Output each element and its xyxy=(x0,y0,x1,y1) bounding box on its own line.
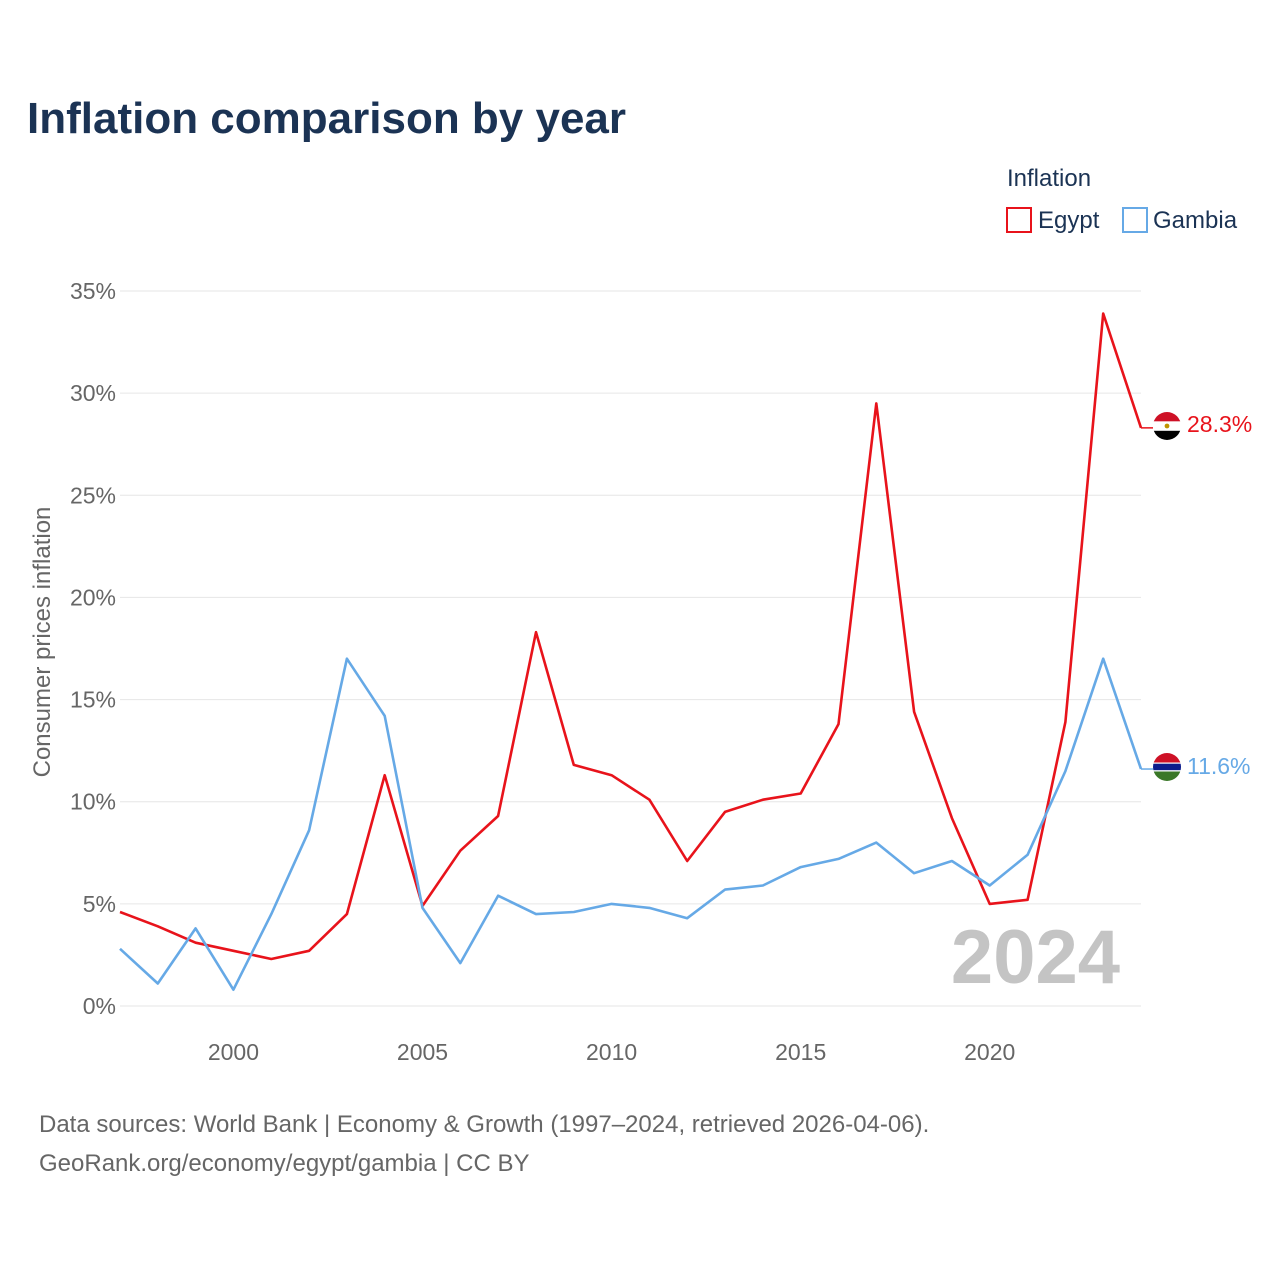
end-markers xyxy=(1141,427,1153,770)
x-axis-ticks: 2000 2005 2010 2015 2020 xyxy=(208,1039,1015,1065)
legend-label-egypt: Egypt xyxy=(1038,207,1100,234)
y-tick-label: 20% xyxy=(70,584,116,610)
series-line-gambia xyxy=(119,657,1143,992)
legend: Inflation Egypt Gambia xyxy=(1006,165,1238,234)
end-label-egypt: 28.3% xyxy=(1187,411,1252,437)
legend-label-gambia: Gambia xyxy=(1153,207,1238,234)
x-tick-label: 2010 xyxy=(586,1039,637,1065)
y-tick-label: 35% xyxy=(70,278,116,304)
y-tick-label: 30% xyxy=(70,380,116,406)
y-tick-label: 25% xyxy=(70,482,116,508)
y-axis-ticks: 0% 5% 10% 15% 20% 25% 30% 35% xyxy=(70,278,116,1019)
y-tick-label: 10% xyxy=(70,789,116,815)
y-tick-label: 0% xyxy=(83,993,116,1019)
x-tick-label: 2000 xyxy=(208,1039,259,1065)
legend-swatch-gambia xyxy=(1122,207,1148,233)
legend-swatch-egypt xyxy=(1006,207,1032,233)
egypt-flag-icon xyxy=(1153,412,1181,440)
y-tick-label: 5% xyxy=(83,891,116,917)
end-label-gambia: 11.6% xyxy=(1187,753,1251,779)
x-tick-label: 2005 xyxy=(397,1039,448,1065)
series-line-egypt xyxy=(119,312,1143,961)
legend-title: Inflation xyxy=(1007,165,1091,192)
source-line-2: GeoRank.org/economy/egypt/gambia | CC BY xyxy=(39,1150,529,1177)
chart-title: Inflation comparison by year xyxy=(27,94,626,143)
x-tick-label: 2015 xyxy=(775,1039,826,1065)
gridlines xyxy=(120,290,1141,1007)
source-line-1: Data sources: World Bank | Economy & Gro… xyxy=(39,1111,929,1138)
y-axis-label: Consumer prices inflation xyxy=(29,507,56,778)
series-lines xyxy=(119,312,1143,992)
current-year-label: 2024 xyxy=(951,915,1120,1000)
x-tick-label: 2020 xyxy=(964,1039,1015,1065)
gambia-flag-icon xyxy=(1153,753,1181,781)
y-tick-label: 15% xyxy=(70,687,116,713)
